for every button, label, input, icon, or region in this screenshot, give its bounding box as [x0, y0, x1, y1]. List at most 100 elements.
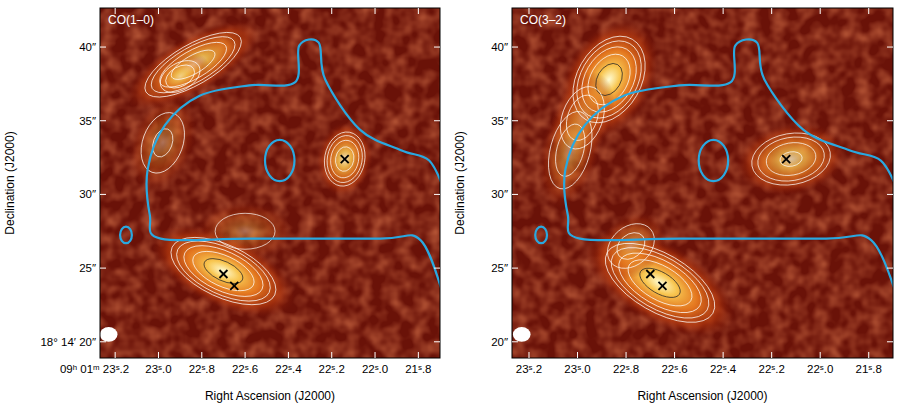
cross	[341, 155, 349, 163]
x-tick-label: 22ˢ.0	[807, 363, 833, 375]
contour	[754, 132, 828, 186]
x-tick	[771, 352, 772, 358]
y-tick	[434, 268, 440, 269]
contour	[334, 145, 356, 172]
emission-component	[581, 198, 680, 295]
x-tick	[331, 8, 332, 14]
contour	[621, 250, 700, 315]
y-tick	[100, 120, 106, 121]
x-tick	[674, 352, 675, 358]
x-tick	[375, 8, 376, 14]
frame	[100, 8, 440, 358]
y-tick	[100, 47, 106, 48]
contour	[564, 29, 655, 129]
x-tick-label: 22ˢ.4	[275, 363, 302, 375]
contour	[600, 233, 720, 332]
x-tick	[626, 8, 627, 14]
contour	[552, 80, 612, 155]
cross-stroke	[658, 282, 666, 290]
contour-group	[136, 20, 250, 109]
emission	[581, 198, 680, 295]
y-tick-label: 25″	[79, 262, 96, 274]
x-tick-label: 22ˢ.0	[362, 363, 388, 375]
y-tick	[887, 47, 893, 48]
contour	[176, 235, 270, 307]
contour-group	[593, 227, 728, 338]
x-tick	[158, 8, 159, 14]
y-tick	[887, 341, 893, 342]
contour	[149, 126, 177, 160]
contour-group	[558, 23, 660, 135]
x-tick	[201, 352, 202, 358]
cross-stroke	[341, 155, 349, 163]
contour-group	[215, 213, 275, 249]
x-tick	[771, 8, 772, 14]
x-tick	[528, 352, 529, 358]
contour	[561, 91, 605, 145]
cross-stroke	[646, 270, 654, 278]
x-tick	[288, 8, 289, 14]
contour	[168, 229, 279, 314]
blue-contour	[564, 39, 893, 300]
contour	[635, 262, 685, 303]
x-tick-label: 22ˢ.6	[661, 363, 687, 375]
contour	[320, 129, 369, 190]
blue-contour	[147, 39, 440, 300]
contour	[612, 227, 651, 265]
contour	[609, 241, 710, 325]
y-tick	[887, 268, 893, 269]
y-tick-label: 40″	[79, 41, 96, 53]
x-tick-label: 21ˢ.8	[405, 363, 431, 375]
x-tick-label: 21ˢ.8	[856, 363, 882, 375]
contour-group	[155, 54, 206, 99]
contour	[558, 23, 660, 135]
contour	[187, 243, 260, 299]
x-tick	[626, 352, 627, 358]
contour-group	[599, 214, 664, 277]
y-tick	[512, 341, 518, 342]
emission	[116, 85, 210, 200]
cross	[219, 270, 227, 278]
x-tick	[820, 8, 821, 14]
contour-group	[552, 80, 612, 155]
contour	[133, 107, 192, 180]
x-tick	[674, 8, 675, 14]
y-tick-label: 40″	[491, 41, 508, 53]
x-tick	[201, 8, 202, 14]
y-tick	[434, 194, 440, 195]
beam	[513, 327, 531, 342]
emission-component	[730, 114, 852, 204]
x-tick	[288, 352, 289, 358]
y-tick	[434, 47, 440, 48]
x-tick-label: 22ˢ.8	[613, 363, 639, 375]
contour	[167, 45, 219, 85]
beam	[100, 327, 118, 342]
y-tick	[512, 194, 518, 195]
cross-stroke	[219, 270, 227, 278]
x-axis-title: Right Ascension (J2000)	[205, 389, 335, 403]
cross-stroke	[230, 282, 238, 290]
x-tick-label: 23ˢ.2	[516, 363, 542, 375]
x-tick	[577, 352, 578, 358]
contour-group	[133, 107, 192, 180]
contour	[590, 59, 628, 101]
y-tick-label: 35″	[491, 115, 508, 127]
y-tick	[434, 341, 440, 342]
cross-stroke	[782, 155, 790, 163]
cross-stroke	[219, 270, 227, 278]
cross	[782, 155, 790, 163]
x-tick	[723, 8, 724, 14]
contour	[215, 213, 275, 249]
y-tick	[887, 120, 893, 121]
y-tick-label: 30″	[79, 188, 96, 200]
blue-island	[699, 140, 728, 181]
x-tick	[115, 352, 116, 358]
x-tick	[245, 8, 246, 14]
y-tick-label: 18° 14′ 20″	[40, 336, 96, 348]
emission-component	[195, 201, 294, 261]
plot-area	[100, 8, 440, 358]
contour	[136, 20, 250, 109]
x-tick-label: 22ˢ.6	[232, 363, 258, 375]
y-tick	[100, 194, 106, 195]
contour	[143, 26, 242, 103]
